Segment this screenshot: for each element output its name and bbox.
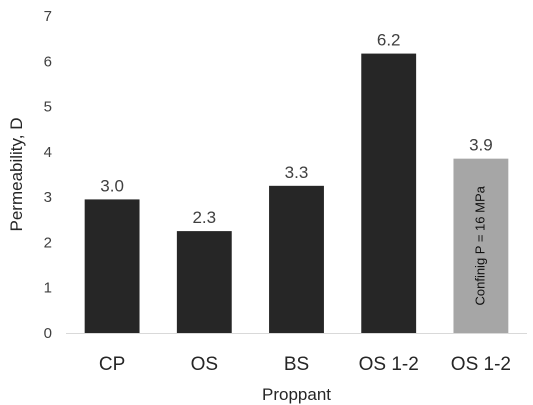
y-tick-label: 0 [44,325,52,342]
bar-data-label: 3.9 [469,136,493,155]
x-category-label: OS 1-2 [451,354,511,375]
bar [269,185,324,333]
x-axis-title: Proppant [262,385,331,404]
y-tick-label: 1 [44,280,52,297]
x-axis-categories: CP OS BS OS 1-2 OS 1-2 [99,354,511,375]
y-tick-label: 4 [44,144,52,161]
bar [176,231,232,333]
bar-data-label: 3.0 [100,176,124,195]
x-category-label: OS 1-2 [359,354,419,375]
y-tick-label: 7 [44,8,52,25]
bar-series: 3.0 2.3 3.3 6.2 3.9 Confinig P = 16 MPa [84,31,509,333]
bar-data-label: 6.2 [377,31,401,50]
x-category-label: CP [99,354,125,375]
bar-annotation: Confinig P = 16 MPa [472,185,487,305]
y-axis-ticks: 0 1 2 3 4 5 6 7 [44,8,52,342]
x-category-label: OS [191,354,218,375]
bar-data-label: 2.3 [192,208,216,227]
bar [361,53,417,333]
y-axis-title: Permeability, D [7,118,26,232]
bar [84,199,140,333]
y-tick-label: 5 [44,99,52,116]
y-tick-label: 2 [44,234,52,251]
x-category-label: BS [284,354,309,375]
y-tick-label: 6 [44,53,52,70]
y-tick-label: 3 [44,189,52,206]
bar-data-label: 3.3 [285,163,309,182]
bar [453,158,509,333]
